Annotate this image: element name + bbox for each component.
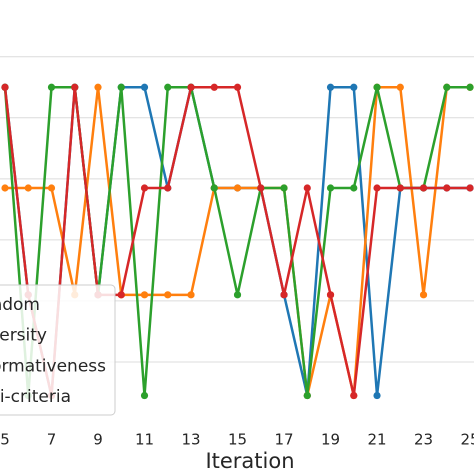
x-tick-label: 13 [181, 431, 200, 449]
x-tick-label: 11 [135, 431, 154, 449]
data-point [1, 184, 9, 192]
data-point [326, 291, 335, 299]
data-point [164, 184, 172, 192]
data-point [140, 184, 149, 192]
data-point [233, 184, 242, 192]
data-point [373, 184, 381, 192]
data-point [326, 184, 335, 192]
data-point [117, 83, 125, 91]
data-point [373, 83, 381, 91]
data-point [140, 391, 149, 400]
data-point [210, 184, 218, 192]
x-tick-label: 21 [367, 431, 386, 449]
data-point [443, 184, 451, 192]
data-point [94, 83, 102, 91]
x-tick-label: 19 [321, 431, 340, 449]
legend-label: Random [0, 295, 40, 315]
legend-label: Diversity [0, 326, 47, 346]
legend: Random Diversity Informativeness Multi-crit… [0, 284, 116, 416]
data-point [47, 184, 56, 192]
data-point [117, 291, 125, 299]
data-point [396, 184, 404, 192]
data-point [373, 391, 381, 400]
x-tick-label: 9 [93, 431, 103, 449]
data-point [233, 83, 242, 91]
data-point [187, 83, 195, 91]
x-tick-label: 7 [47, 431, 57, 449]
x-tick-label: 17 [274, 431, 293, 449]
data-point [24, 184, 32, 192]
data-point [303, 184, 311, 192]
data-point [466, 83, 474, 91]
x-tick-label: 15 [228, 431, 247, 449]
data-point [140, 83, 149, 91]
legend-label: Multi-criteria [0, 387, 71, 407]
data-point [326, 83, 335, 91]
data-point [466, 184, 474, 192]
data-point [443, 83, 451, 91]
data-point [210, 83, 218, 91]
data-point [47, 83, 56, 91]
data-point [396, 83, 404, 91]
legend-label: Informativeness [0, 356, 106, 376]
data-point [280, 184, 288, 192]
data-point [71, 83, 79, 91]
data-point [280, 291, 288, 299]
data-point [350, 83, 358, 91]
data-point [419, 184, 428, 192]
data-point [164, 83, 172, 91]
x-axis-label: Iteration [205, 449, 294, 473]
data-point [419, 291, 428, 299]
x-tick-label: 23 [414, 431, 433, 449]
data-point [303, 391, 311, 400]
data-point [164, 291, 172, 299]
data-point [350, 391, 358, 400]
data-point [187, 291, 195, 299]
x-tick-label: 5 [0, 431, 10, 449]
plot-area [0, 56, 474, 400]
data-point [233, 291, 242, 299]
legend-box [0, 284, 116, 416]
data-point [350, 184, 358, 192]
data-point [140, 291, 149, 299]
data-point [257, 184, 265, 192]
data-point [1, 83, 9, 91]
x-tick-label: 25 [461, 431, 474, 449]
